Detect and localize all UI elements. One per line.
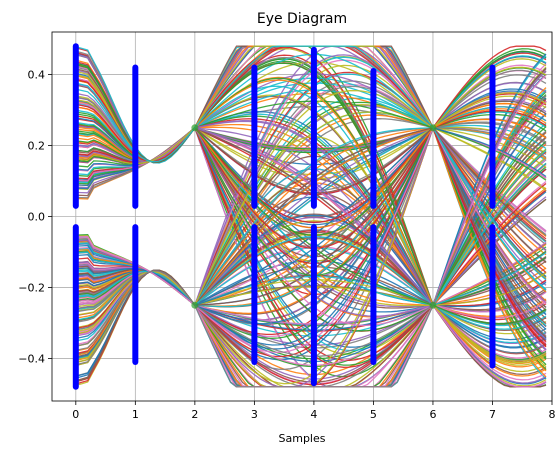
plot-area [52,32,552,401]
y-tick-label: 0.0 [28,211,46,224]
x-tick-label: 0 [72,408,79,421]
x-tick-label: 4 [310,408,317,421]
x-tick-label: 6 [429,408,436,421]
crossing-point [429,302,436,309]
y-tick-label: 0.4 [28,69,46,82]
y-tick-label: −0.4 [18,352,45,365]
y-tick-label: 0.2 [28,140,46,153]
crossing-point [191,124,198,131]
crossing-point [191,302,198,309]
x-tick-label: 2 [191,408,198,421]
x-tick-label: 3 [251,408,258,421]
x-tick-label: 7 [489,408,496,421]
x-tick-label: 5 [370,408,377,421]
x-axis-label: Samples [279,432,326,445]
x-tick-label: 1 [132,408,139,421]
x-tick-label: 8 [549,408,556,421]
y-tick-label: −0.2 [18,281,45,294]
crossing-point [429,124,436,131]
chart-title: Eye Diagram [257,11,347,27]
